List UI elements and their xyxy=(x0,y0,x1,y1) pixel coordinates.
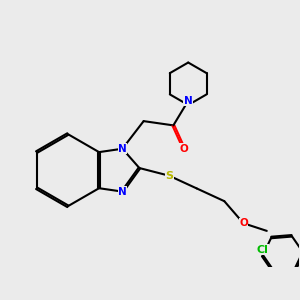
Text: S: S xyxy=(165,171,173,181)
Text: Cl: Cl xyxy=(256,244,268,254)
Text: N: N xyxy=(118,144,127,154)
Text: N: N xyxy=(118,187,127,196)
Text: O: O xyxy=(239,218,248,228)
Text: O: O xyxy=(180,144,188,154)
Text: N: N xyxy=(184,96,193,106)
